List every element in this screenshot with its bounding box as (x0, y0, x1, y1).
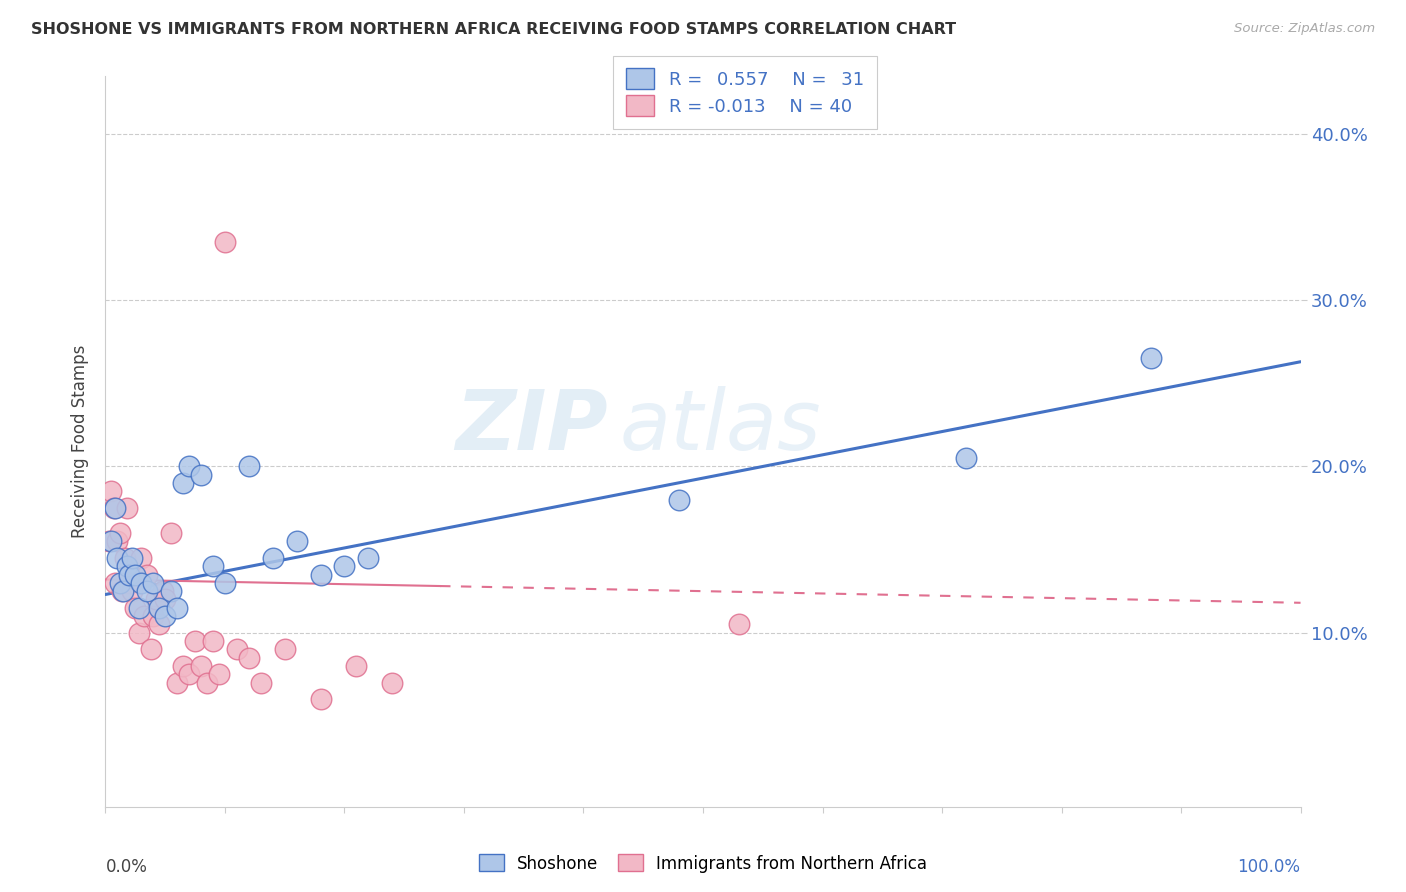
Point (160, 584, 183, 599)
Point (142, 609, 165, 624)
Point (955, 451, 977, 466)
Point (128, 600, 150, 615)
Point (285, 534, 308, 549)
Point (273, 642, 295, 657)
Point (118, 575, 141, 590)
Point (118, 567, 141, 582)
Legend: R =  0.557   N =  31, R = -0.013   N = 40: R = 0.557 N = 31, R = -0.013 N = 40 (613, 55, 877, 129)
Point (100, 484, 122, 499)
Point (145, 592, 167, 607)
Text: 100.0%: 100.0% (1237, 858, 1301, 877)
Point (148, 617, 170, 632)
Point (262, 550, 284, 565)
Point (136, 584, 159, 599)
Point (177, 459, 201, 474)
Point (132, 609, 155, 624)
Point (129, 550, 153, 565)
Point (172, 476, 194, 491)
Point (309, 692, 332, 706)
Point (728, 617, 751, 632)
Point (107, 550, 129, 565)
Point (104, 575, 127, 590)
Point (124, 567, 146, 582)
Point (166, 675, 188, 690)
Point (128, 625, 150, 640)
Legend: Shoshone, Immigrants from Northern Africa: Shoshone, Immigrants from Northern Afric… (472, 847, 934, 880)
Point (124, 600, 146, 615)
Point (121, 584, 143, 599)
Point (668, 492, 690, 507)
Point (190, 467, 212, 482)
Point (107, 534, 129, 549)
Text: atlas: atlas (619, 386, 821, 467)
Point (114, 550, 136, 565)
Point (152, 584, 174, 599)
Text: ZIP: ZIP (454, 386, 607, 467)
Point (121, 550, 143, 565)
Point (225, 642, 249, 657)
Point (153, 592, 177, 607)
Point (111, 584, 134, 599)
Point (115, 501, 138, 516)
Point (333, 559, 356, 574)
Point (108, 525, 131, 540)
Point (139, 642, 162, 657)
Point (214, 575, 236, 590)
Point (108, 575, 131, 590)
Point (202, 559, 225, 574)
Point (112, 584, 135, 599)
Point (142, 575, 165, 590)
Point (148, 600, 170, 615)
Point (184, 634, 207, 648)
Point (103, 501, 125, 516)
Point (160, 525, 183, 540)
Text: SHOSHONE VS IMMIGRANTS FROM NORTHERN AFRICA RECEIVING FOOD STAMPS CORRELATION CH: SHOSHONE VS IMMIGRANTS FROM NORTHERN AFR… (31, 22, 956, 37)
Text: Source: ZipAtlas.com: Source: ZipAtlas.com (1234, 22, 1375, 36)
Point (166, 600, 188, 615)
Point (104, 501, 127, 516)
Point (190, 659, 212, 673)
Point (153, 609, 177, 624)
Point (98, 534, 121, 549)
Point (357, 550, 380, 565)
Point (1140, 351, 1163, 366)
Point (238, 459, 260, 474)
Text: 0.0%: 0.0% (105, 858, 148, 877)
Point (208, 667, 231, 681)
Point (177, 667, 201, 681)
Point (202, 634, 225, 648)
Point (238, 650, 260, 665)
Y-axis label: Receiving Food Stamps: Receiving Food Stamps (70, 345, 89, 538)
Point (100, 534, 122, 549)
Point (250, 675, 273, 690)
Point (129, 575, 153, 590)
Point (136, 567, 159, 582)
Point (115, 559, 138, 574)
Point (172, 659, 194, 673)
Point (214, 235, 236, 249)
Point (346, 659, 368, 673)
Point (309, 567, 332, 582)
Point (195, 675, 218, 690)
Point (381, 675, 404, 690)
